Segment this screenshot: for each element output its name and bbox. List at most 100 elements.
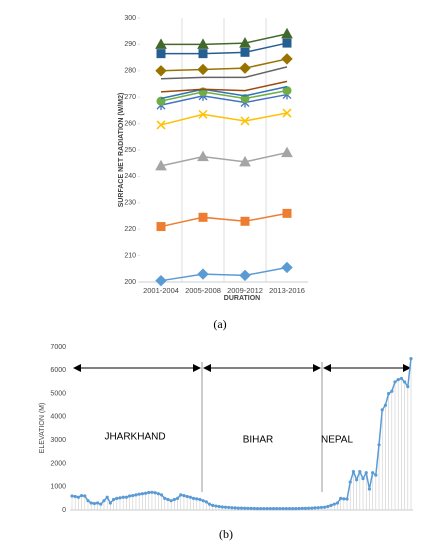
marker bbox=[207, 502, 212, 506]
region-label: NEPAL bbox=[321, 435, 353, 446]
marker bbox=[188, 495, 192, 499]
series-line bbox=[160, 93, 288, 106]
marker bbox=[118, 496, 122, 500]
y-tick-label: 220 bbox=[124, 226, 136, 233]
marker bbox=[102, 499, 106, 503]
y-tick-label: 0 bbox=[62, 507, 66, 514]
marker bbox=[307, 506, 311, 510]
marker bbox=[271, 507, 276, 511]
marker bbox=[198, 109, 208, 119]
marker bbox=[140, 492, 144, 496]
marker bbox=[175, 496, 180, 500]
marker bbox=[316, 506, 320, 510]
marker bbox=[300, 506, 304, 510]
marker bbox=[326, 504, 330, 509]
marker bbox=[111, 497, 116, 502]
marker bbox=[115, 496, 119, 500]
marker bbox=[239, 37, 251, 48]
marker bbox=[239, 269, 251, 282]
marker bbox=[255, 507, 260, 511]
marker bbox=[76, 495, 80, 499]
marker bbox=[127, 494, 132, 498]
marker bbox=[211, 503, 215, 507]
marker bbox=[79, 493, 84, 498]
x-tick-label: 2005-2008 bbox=[185, 286, 221, 295]
marker bbox=[147, 490, 151, 495]
marker bbox=[197, 268, 209, 280]
series-line bbox=[160, 212, 288, 228]
marker bbox=[351, 469, 356, 474]
marker bbox=[259, 507, 263, 511]
marker bbox=[153, 491, 157, 495]
marker bbox=[268, 507, 272, 511]
marker bbox=[281, 146, 293, 158]
marker bbox=[252, 506, 256, 511]
marker bbox=[223, 505, 228, 509]
series-line bbox=[160, 80, 288, 93]
marker bbox=[284, 507, 288, 511]
marker bbox=[297, 506, 301, 511]
marker bbox=[155, 159, 167, 171]
marker bbox=[240, 47, 250, 57]
marker bbox=[198, 497, 202, 502]
y-tick-label: 200 bbox=[124, 279, 136, 286]
marker bbox=[387, 391, 391, 396]
marker bbox=[163, 496, 167, 500]
marker bbox=[86, 499, 90, 503]
marker bbox=[73, 494, 77, 499]
marker bbox=[303, 506, 308, 510]
marker bbox=[155, 65, 167, 77]
marker bbox=[195, 497, 199, 501]
marker bbox=[227, 505, 231, 510]
series-line bbox=[160, 89, 288, 102]
series-line bbox=[161, 33, 288, 46]
marker bbox=[99, 502, 103, 506]
marker bbox=[83, 494, 87, 498]
marker bbox=[409, 357, 413, 361]
region-label: BIHAR bbox=[243, 435, 274, 446]
marker bbox=[243, 506, 247, 510]
series-line bbox=[160, 85, 288, 100]
y-tick-label: 230 bbox=[124, 200, 136, 207]
y-tick-label: 7000 bbox=[50, 344, 66, 351]
marker bbox=[380, 408, 384, 412]
y-tick-label: 210 bbox=[124, 252, 136, 259]
marker bbox=[393, 380, 397, 384]
marker bbox=[156, 49, 166, 59]
x-tick-label: 2001-2004 bbox=[143, 286, 179, 295]
y-tick-label: 5000 bbox=[50, 390, 66, 397]
y-tick-label: 3000 bbox=[50, 437, 66, 444]
marker bbox=[108, 501, 112, 505]
marker bbox=[198, 212, 208, 222]
marker bbox=[121, 495, 125, 499]
marker bbox=[281, 261, 293, 274]
marker bbox=[182, 493, 186, 498]
marker bbox=[172, 497, 176, 502]
marker bbox=[339, 496, 343, 500]
marker bbox=[287, 507, 292, 511]
caption: (a) bbox=[213, 317, 226, 331]
series-line bbox=[160, 58, 288, 72]
marker bbox=[345, 497, 349, 501]
marker bbox=[70, 494, 74, 498]
marker bbox=[197, 63, 209, 76]
y-tick-label: 240 bbox=[124, 173, 136, 180]
marker bbox=[156, 222, 166, 232]
marker bbox=[240, 116, 250, 126]
y-axis-label: ELEVATION (M) bbox=[39, 403, 46, 454]
marker bbox=[249, 506, 253, 510]
marker bbox=[265, 507, 269, 511]
series-line bbox=[160, 66, 288, 80]
marker bbox=[310, 506, 314, 510]
marker bbox=[155, 38, 167, 49]
marker bbox=[134, 493, 138, 497]
series-line bbox=[160, 112, 288, 126]
marker bbox=[239, 155, 251, 167]
marker bbox=[282, 38, 292, 48]
region-label: JHARKHAND bbox=[104, 432, 165, 443]
series-line bbox=[160, 266, 288, 282]
marker bbox=[355, 478, 359, 482]
y-tick-label: 290 bbox=[124, 41, 136, 48]
marker bbox=[361, 476, 365, 481]
marker bbox=[92, 501, 96, 506]
